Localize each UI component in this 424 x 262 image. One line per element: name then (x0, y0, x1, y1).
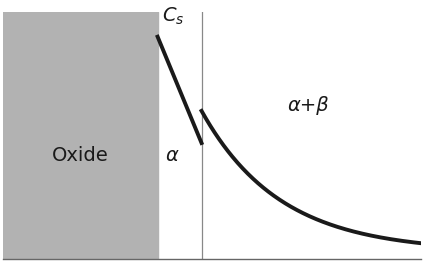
Text: α: α (166, 146, 179, 165)
Text: $C_s$: $C_s$ (162, 6, 184, 27)
Text: Oxide: Oxide (52, 146, 109, 165)
Text: α+β: α+β (287, 96, 329, 116)
